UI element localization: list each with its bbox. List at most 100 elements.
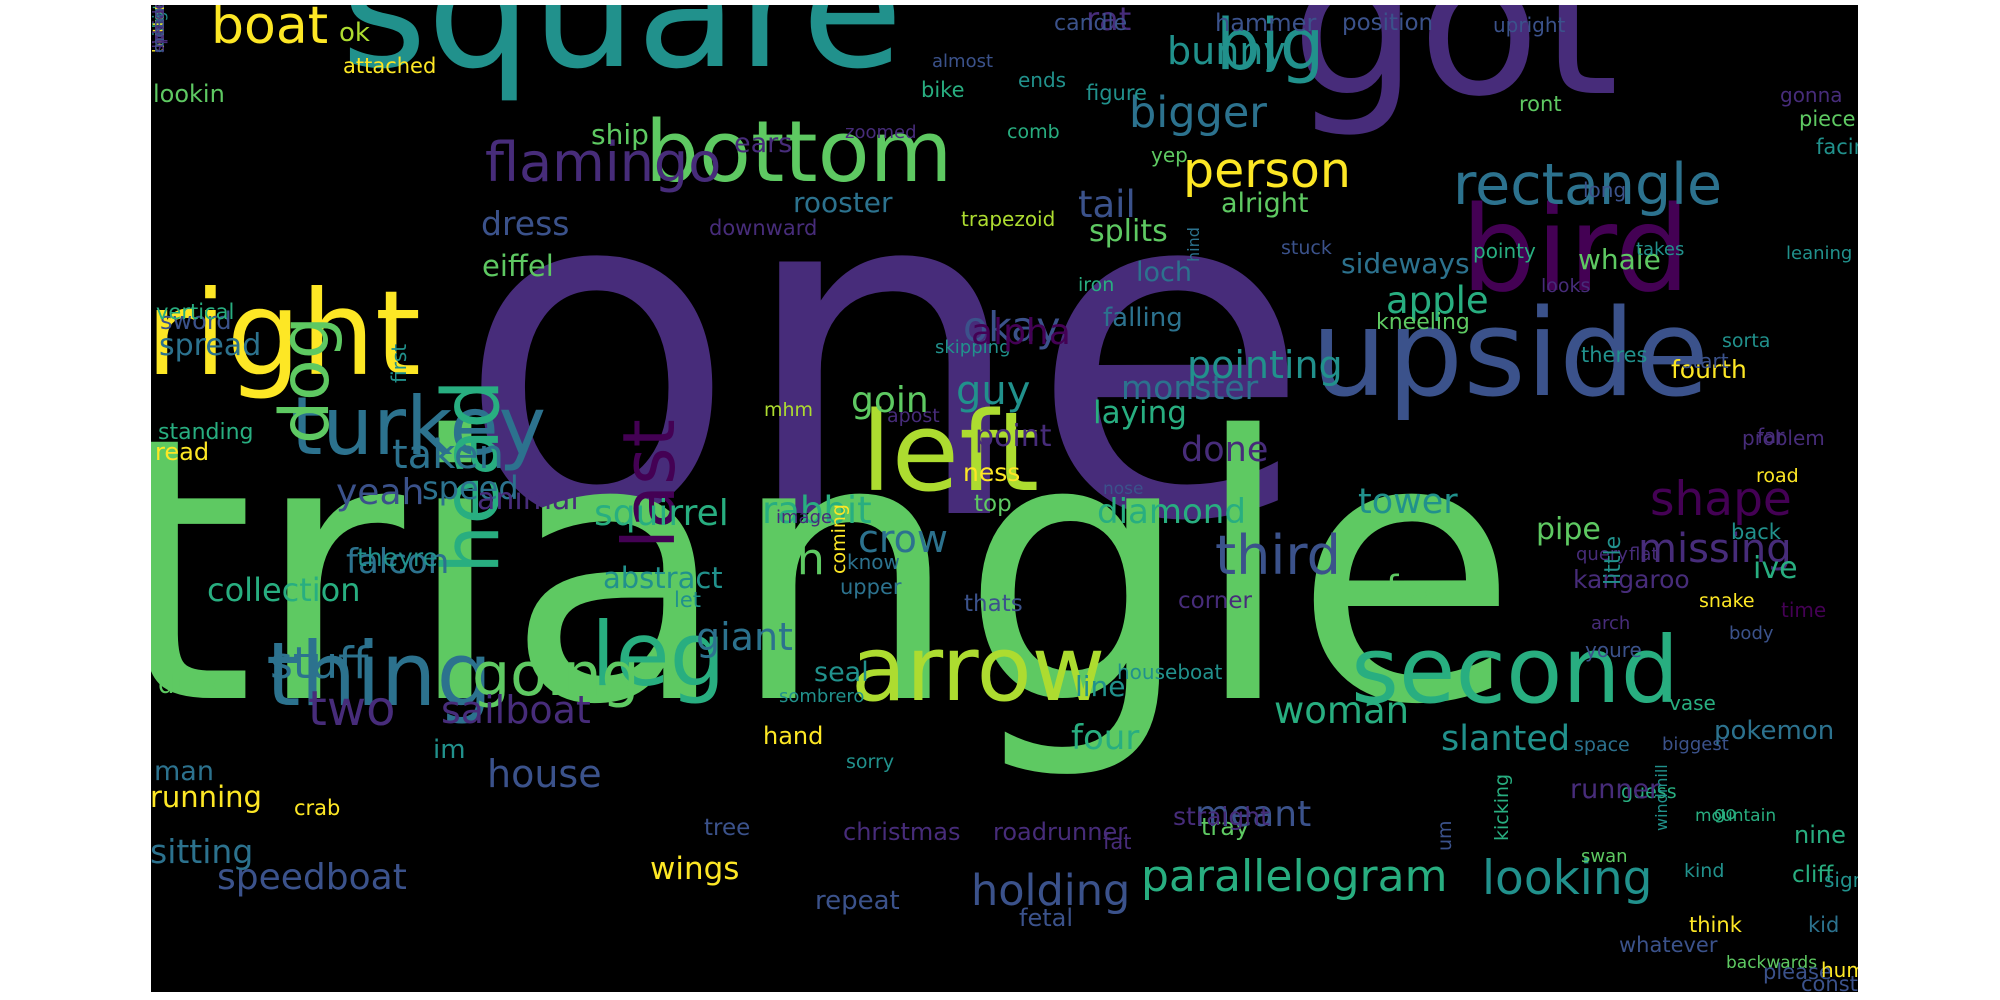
word-seal: seal bbox=[814, 657, 869, 688]
word-backwards: backwards bbox=[1726, 953, 1818, 973]
word-fetal: fetal bbox=[1019, 904, 1073, 932]
word-house: house bbox=[487, 752, 602, 796]
word-flat: flat bbox=[1629, 544, 1659, 565]
word-little: little bbox=[1601, 535, 1626, 585]
word-ive: ive bbox=[1753, 551, 1798, 586]
word-apost: apost bbox=[887, 405, 940, 427]
word-piece: piece bbox=[1799, 107, 1856, 131]
word-bottom: bottom bbox=[645, 103, 953, 202]
word-guy: guy bbox=[956, 368, 1031, 414]
word-thing: thing bbox=[266, 623, 493, 726]
word-speedboat: speedboat bbox=[217, 857, 407, 898]
word-abstract: abstract bbox=[603, 561, 723, 595]
word-hand: hand bbox=[763, 722, 824, 750]
word-runner: runner bbox=[1570, 774, 1661, 805]
word-back: back bbox=[1731, 520, 1781, 544]
word-almost: almost bbox=[932, 51, 994, 72]
word-crow: crow bbox=[858, 517, 949, 561]
word-windmill: windmill bbox=[1652, 764, 1671, 831]
word-point: point bbox=[975, 419, 1052, 454]
word-diamond: diamond bbox=[1097, 492, 1246, 532]
word-bigger: bigger bbox=[1129, 88, 1267, 138]
word-kangaroo: kangaroo bbox=[1573, 565, 1690, 594]
word-tray: tray bbox=[1201, 813, 1250, 841]
word-second: second bbox=[1351, 617, 1680, 724]
word-read: read bbox=[155, 438, 210, 466]
word-zoomed: zoomed bbox=[845, 122, 917, 143]
word-swan: swan bbox=[1581, 846, 1628, 867]
word-ness: ness bbox=[963, 458, 1021, 487]
word-downward: downward bbox=[709, 216, 818, 240]
word-sign: sign bbox=[1824, 868, 1858, 892]
word-ront: ront bbox=[1519, 92, 1562, 116]
word-taken: taken bbox=[392, 432, 504, 478]
word-pokemon: pokemon bbox=[1714, 716, 1835, 746]
word-yep: yep bbox=[1151, 143, 1188, 167]
word-stuff: stuff bbox=[270, 638, 369, 689]
word-missing: missing bbox=[1638, 526, 1792, 572]
word-goin: goin bbox=[851, 380, 929, 421]
word-woman: woman bbox=[1274, 689, 1410, 732]
word-image: image bbox=[776, 507, 833, 528]
word-rat: rat bbox=[1086, 5, 1132, 38]
word-vertical: vertical bbox=[156, 300, 235, 324]
word-please: please bbox=[1763, 960, 1832, 984]
word-fat: fat bbox=[1103, 830, 1132, 854]
word-done: done bbox=[1181, 430, 1269, 470]
word-man: man bbox=[154, 756, 214, 787]
word-apple: apple bbox=[1386, 279, 1489, 322]
word-squirrel: squirrel bbox=[594, 493, 729, 534]
word-snake: snake bbox=[1699, 590, 1755, 612]
word-line: line bbox=[1075, 670, 1126, 703]
word-um: um bbox=[1434, 820, 1456, 851]
word-left: left bbox=[861, 388, 1040, 516]
word-nine: nine bbox=[1794, 821, 1846, 849]
word-animal: animal bbox=[477, 482, 579, 517]
word-top: top bbox=[974, 491, 1012, 517]
word-standing: standing bbox=[158, 420, 254, 445]
word-sorta: sorta bbox=[1722, 330, 1771, 352]
word-go: go bbox=[1714, 803, 1737, 824]
word-christmas: christmas bbox=[843, 818, 961, 846]
word-pipe: pipe bbox=[1536, 512, 1601, 547]
word-speed: speed bbox=[422, 469, 519, 507]
word-tower: tower bbox=[1358, 482, 1458, 522]
word-meant: meant bbox=[1195, 794, 1312, 835]
word-takes: takes bbox=[1636, 239, 1685, 260]
word-shape: shape bbox=[1650, 472, 1792, 527]
word-dog: dog bbox=[266, 316, 345, 444]
word-holding: holding bbox=[971, 866, 1131, 916]
word-houseboat: houseboat bbox=[1117, 660, 1223, 684]
word-collection: collection bbox=[207, 571, 361, 609]
word-know: know bbox=[847, 550, 900, 574]
word-ears: ears bbox=[734, 128, 793, 159]
word-got: got bbox=[1291, 5, 1619, 141]
word-sorry: sorry bbox=[846, 751, 895, 773]
word-two: two bbox=[308, 681, 396, 737]
word-hammer: hammer bbox=[1215, 9, 1317, 37]
word-theyre: theyre bbox=[357, 543, 438, 572]
word-flamingo: flamingo bbox=[485, 131, 722, 194]
word-mhm: mhm bbox=[764, 399, 814, 421]
word-pointing: pointing bbox=[1187, 343, 1343, 387]
word-thats: thats bbox=[964, 591, 1023, 617]
word-coming: coming bbox=[828, 504, 850, 574]
word-dress: dress bbox=[481, 204, 570, 243]
word-first: first bbox=[387, 343, 411, 383]
word-bike: bike bbox=[921, 78, 965, 102]
word-rabbit: rabbit bbox=[762, 489, 872, 532]
word-spread: spread bbox=[159, 328, 262, 363]
word-yeah: yeah bbox=[336, 472, 425, 513]
word-rectangle: rectangle bbox=[1453, 152, 1723, 218]
word-tail: tail bbox=[1078, 183, 1136, 226]
word-upper: upper bbox=[840, 575, 902, 599]
word-eiffel: eiffel bbox=[482, 249, 554, 283]
word-kicking: kicking bbox=[1491, 773, 1513, 841]
word-gonna: gonna bbox=[1780, 83, 1843, 107]
word-leaning: leaning bbox=[1786, 243, 1853, 264]
word-triangle: triangle bbox=[151, 360, 1519, 785]
word-stuck: stuck bbox=[1281, 237, 1332, 259]
word-right: right bbox=[151, 265, 421, 402]
word-alright: alright bbox=[1221, 188, 1309, 219]
word-uh: uh bbox=[769, 534, 825, 585]
